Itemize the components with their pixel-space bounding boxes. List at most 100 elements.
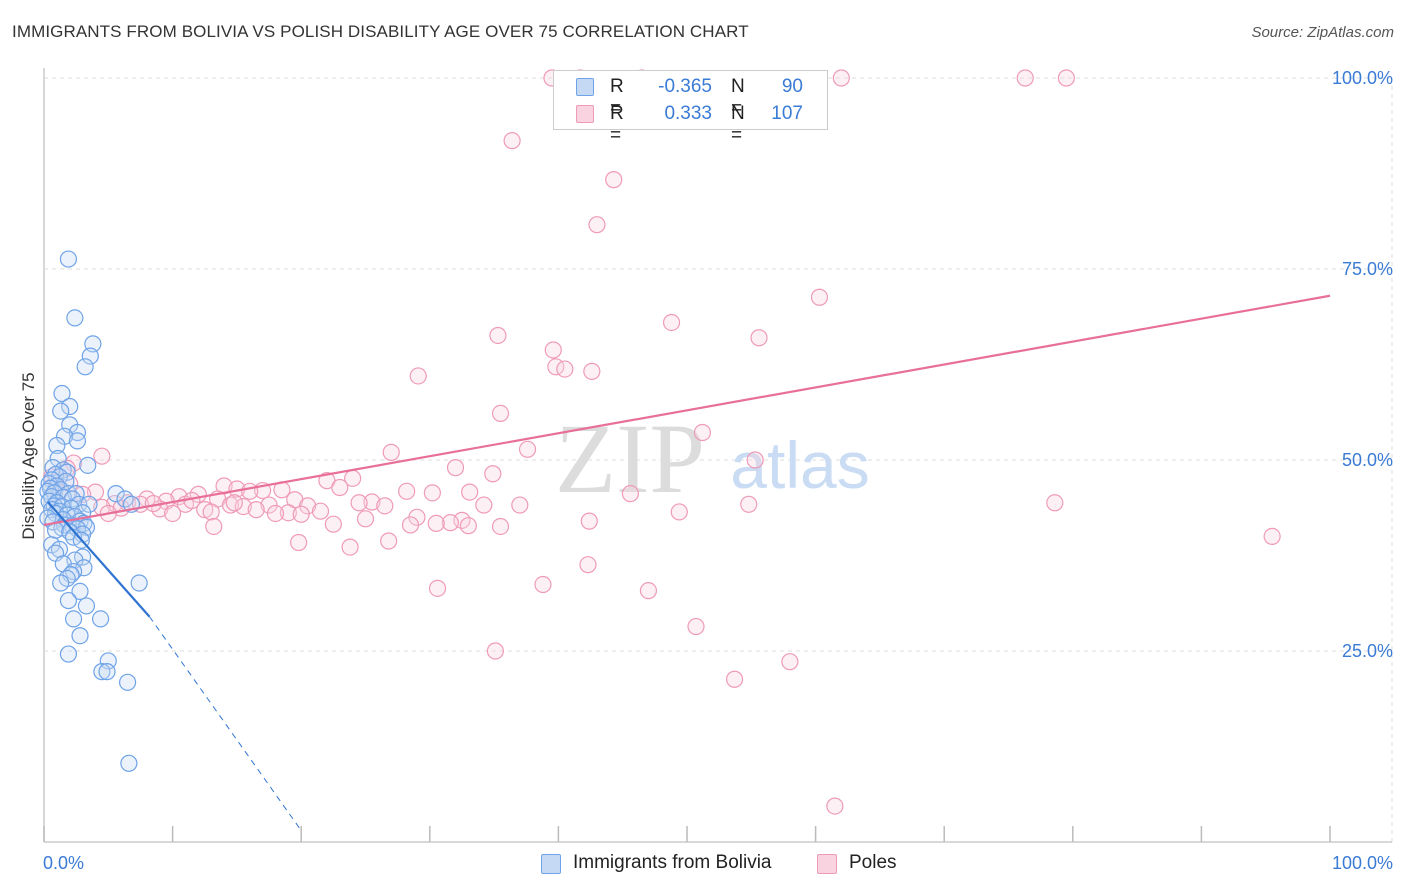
- bolivia-point: [120, 754, 138, 772]
- bolivia-point: [48, 436, 66, 455]
- bolivia-point: [59, 591, 78, 610]
- poles-point: [290, 533, 308, 552]
- poles-point: [202, 503, 220, 521]
- legend-r-value: 0.333: [664, 103, 712, 124]
- poles-point: [583, 362, 601, 380]
- poles-point: [740, 495, 758, 513]
- bolivia-point: [66, 309, 84, 327]
- poles-point: [331, 478, 349, 497]
- bolivia-point: [59, 645, 78, 663]
- y-axis-title: Disability Age Over 75: [19, 372, 38, 539]
- legend-swatch-blue: [576, 78, 594, 96]
- poles-point: [292, 505, 310, 523]
- bolivia-point: [68, 432, 87, 450]
- legend-n-value: 107: [771, 103, 803, 124]
- poles-point: [556, 360, 574, 378]
- poles-point: [486, 642, 504, 660]
- poles-point: [484, 465, 502, 483]
- poles-point: [164, 504, 182, 523]
- x-tick-label-max: 100.0%: [1332, 853, 1393, 873]
- legend-n-label: N =: [731, 76, 745, 119]
- y-tick-label: 75.0%: [1342, 259, 1393, 279]
- poles-point: [380, 532, 398, 550]
- poles-point: [376, 497, 394, 515]
- poles-point: [234, 498, 252, 516]
- bottom-legend-swatch-pink: [817, 854, 837, 874]
- source-label: Source: ZipAtlas.com: [1251, 24, 1394, 41]
- poles-point: [356, 510, 375, 528]
- poles-point: [401, 516, 420, 534]
- poles-point: [363, 493, 381, 511]
- trend-lines: [43, 294, 1331, 831]
- poles-point: [511, 496, 529, 514]
- axis-labels: 25.0% 50.0% 75.0% 100.0% 0.0% 100.0% Disabilit…: [19, 68, 1393, 873]
- poles-point: [266, 504, 285, 523]
- watermark-atlas: atlas: [730, 428, 869, 502]
- poles-point: [579, 556, 597, 574]
- legend-n-label: N =: [731, 103, 745, 146]
- legend-swatch-pink: [576, 105, 594, 123]
- bolivia-point: [77, 597, 96, 615]
- poles-point: [247, 501, 265, 519]
- poles-point: [423, 484, 441, 502]
- bolivia-point: [64, 610, 83, 628]
- bolivia-point: [81, 347, 99, 365]
- poles-point: [1016, 69, 1034, 87]
- poles-point: [588, 216, 606, 234]
- bottom-legend-swatch-blue: [541, 854, 561, 874]
- poles-point: [341, 538, 359, 556]
- poles-point: [241, 482, 259, 500]
- poles-point: [475, 496, 493, 514]
- axes: [43, 68, 1392, 843]
- bolivia-point: [118, 673, 137, 691]
- bolivia-point: [52, 574, 70, 592]
- bolivia-point: [61, 397, 79, 416]
- poles-point: [693, 423, 712, 442]
- bolivia-point: [53, 384, 71, 403]
- poles-point: [398, 482, 416, 500]
- poles-point: [350, 494, 368, 512]
- grid-lines: [44, 77, 1393, 842]
- bolivia-point: [130, 574, 148, 592]
- poles-point: [1046, 494, 1064, 512]
- correlation-legend: R = -0.365 N = 90 R = 0.333 N = 107: [553, 70, 828, 146]
- poles-trend-line: [43, 294, 1331, 527]
- poles-point: [639, 582, 658, 600]
- bottom-legend-label: Immigrants from Bolivia: [573, 852, 772, 873]
- poles-point: [446, 459, 465, 477]
- poles-point: [489, 326, 507, 345]
- legend-r-value: -0.365: [658, 76, 712, 97]
- poles-point: [461, 483, 479, 501]
- bolivia-trend-extension: [149, 616, 302, 831]
- poles-point: [687, 617, 705, 636]
- poles-point: [1263, 527, 1281, 546]
- poles-point: [544, 341, 562, 359]
- legend-n-value: 90: [781, 76, 803, 97]
- poles-point: [750, 329, 768, 347]
- bolivia-point: [52, 402, 70, 420]
- poles-point: [382, 443, 400, 461]
- bolivia-point: [91, 610, 110, 628]
- bolivia-point: [93, 663, 111, 681]
- chart-title: IMMIGRANTS FROM BOLIVIA VS POLISH DISABI…: [12, 22, 749, 41]
- bolivia-point: [98, 663, 116, 681]
- poles-point: [1057, 69, 1075, 87]
- bolivia-point: [107, 485, 125, 503]
- poles-point: [832, 69, 850, 87]
- poles-point: [409, 367, 427, 385]
- poles-point: [621, 485, 640, 503]
- poles-point: [580, 512, 598, 530]
- poles-point: [324, 515, 342, 533]
- poles-point: [534, 575, 552, 594]
- poles-point: [491, 517, 510, 536]
- legend-r-label: R =: [610, 103, 624, 146]
- poles-point: [662, 313, 681, 332]
- bottom-legend-label: Poles: [849, 852, 897, 873]
- bolivia-point: [64, 562, 83, 581]
- y-tick-label: 50.0%: [1342, 450, 1393, 470]
- bolivia-point: [71, 582, 89, 601]
- bolivia-point: [71, 627, 89, 645]
- bolivia-point: [59, 250, 78, 268]
- poles-point: [279, 504, 297, 522]
